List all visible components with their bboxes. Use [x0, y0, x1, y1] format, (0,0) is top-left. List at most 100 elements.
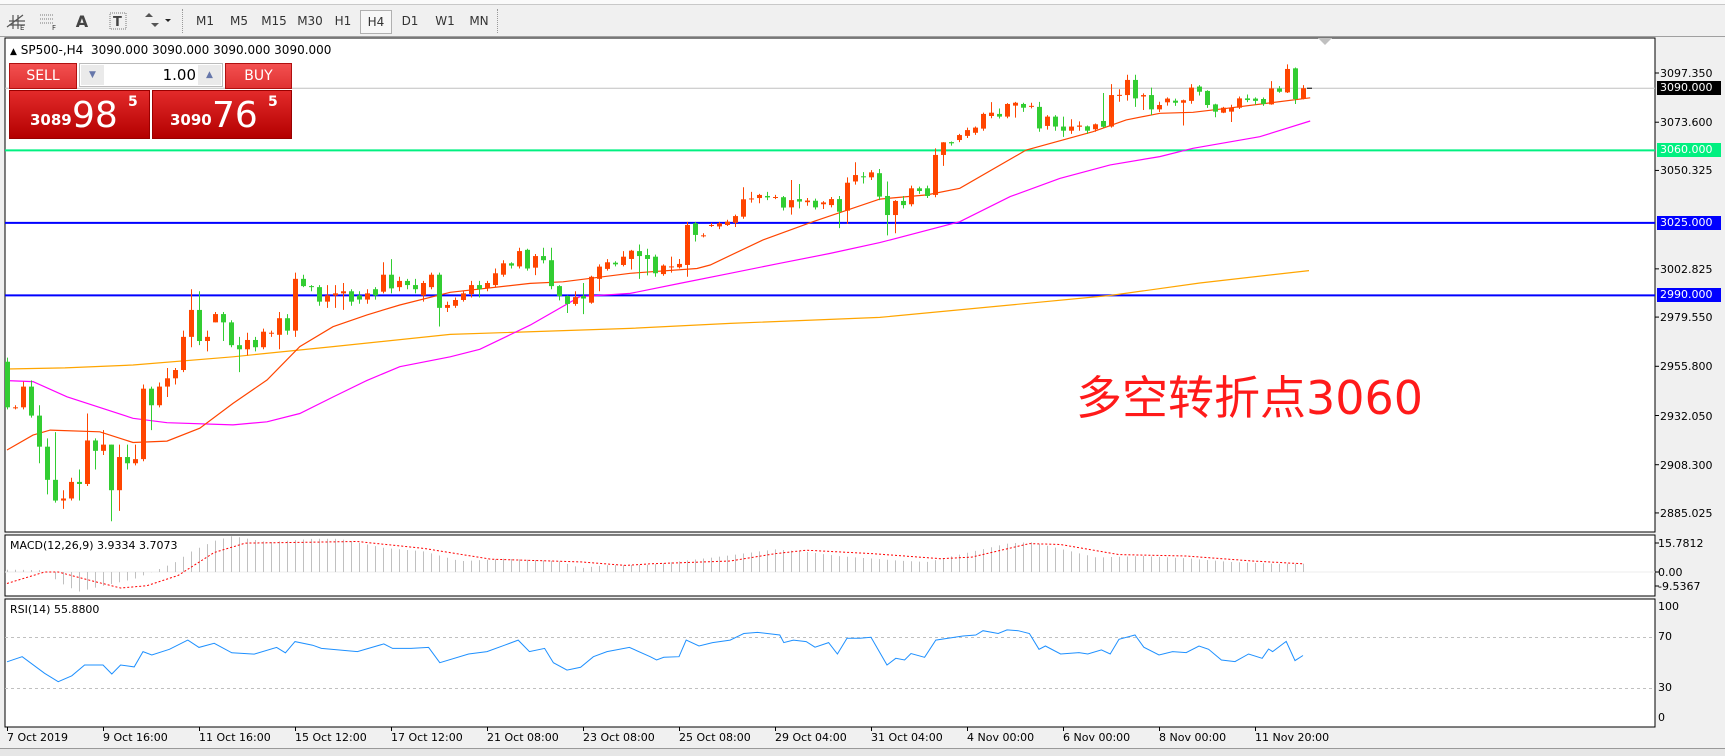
- candle-body: [1037, 106, 1042, 129]
- time-axis-label: 25 Oct 08:00: [679, 731, 751, 744]
- candle-body: [189, 309, 194, 337]
- candle-body: [229, 322, 234, 346]
- candle-body: [469, 285, 474, 294]
- candle: [341, 282, 346, 310]
- candle-body: [781, 197, 786, 208]
- timeframe-d1[interactable]: D1: [401, 14, 419, 28]
- candle: [77, 469, 82, 501]
- price-axis-label: 2932.050: [1660, 409, 1713, 423]
- candle-body: [373, 289, 378, 296]
- candle-body: [1173, 100, 1178, 103]
- timeframe-h1[interactable]: H1: [334, 14, 352, 28]
- candle: [837, 195, 842, 229]
- candle: [1109, 84, 1114, 128]
- candle: [181, 330, 186, 373]
- candle: [645, 248, 650, 276]
- timeframe-m15[interactable]: M15: [261, 14, 287, 28]
- candle: [1053, 115, 1058, 131]
- fibonacci-grid-icon[interactable]: F: [34, 9, 62, 33]
- time-axis-label: 15 Oct 12:00: [295, 731, 367, 744]
- candle: [221, 312, 226, 342]
- candle-body: [1205, 90, 1210, 106]
- rsi-line: [6, 629, 1304, 683]
- candle-body: [677, 263, 682, 268]
- candle: [333, 285, 338, 308]
- timeframe-m5[interactable]: M5: [230, 14, 248, 28]
- candle: [797, 183, 802, 209]
- candle-body: [1165, 98, 1170, 103]
- candle: [621, 251, 626, 267]
- text-icon[interactable]: A: [75, 11, 89, 31]
- candle: [53, 432, 58, 503]
- candle-body: [1125, 79, 1130, 96]
- candle: [261, 328, 266, 350]
- candle: [1285, 64, 1290, 93]
- candle: [85, 413, 90, 487]
- candle-body: [421, 282, 426, 296]
- timeframe-m1[interactable]: M1: [196, 14, 214, 28]
- candle-body: [917, 188, 922, 192]
- candle-body: [613, 262, 618, 265]
- candle-body: [77, 481, 82, 484]
- candle-body: [557, 286, 562, 297]
- macd-axis-label: 15.7812: [1658, 537, 1704, 550]
- candle-body: [1261, 99, 1266, 104]
- candle-body: [797, 199, 802, 202]
- text-label-icon[interactable]: T: [104, 9, 132, 33]
- timeframe-mn[interactable]: MN: [469, 14, 489, 28]
- lot-decrease-icon[interactable]: ▼: [81, 65, 104, 85]
- candle-body: [701, 235, 706, 237]
- candle: [229, 320, 234, 348]
- candle-body: [429, 274, 434, 288]
- chart-toolbar: E F A T M1 M5 M15 M30 H1 H4 D1 W1 MN: [0, 4, 1725, 37]
- lot-size-stepper[interactable]: ▼ 1.00 ▲: [79, 63, 223, 87]
- lot-increase-icon[interactable]: ▲: [198, 65, 221, 85]
- candle: [613, 261, 618, 267]
- rsi-axis-label: 30: [1658, 681, 1672, 694]
- candle-body: [685, 224, 690, 265]
- sell-price-button[interactable]: 3089 98 5: [9, 90, 150, 139]
- timeframe-h4[interactable]: H4: [360, 10, 392, 34]
- candle-body: [813, 200, 818, 208]
- sell-button[interactable]: SELL: [9, 63, 77, 89]
- buy-button[interactable]: BUY: [225, 63, 292, 89]
- candle-body: [525, 249, 530, 269]
- candle: [61, 490, 66, 509]
- candle: [821, 201, 826, 210]
- time-axis-label: 7 Oct 2019: [7, 731, 69, 744]
- arrows-dropdown-icon[interactable]: [140, 9, 176, 33]
- slow-ma-line: [6, 270, 1310, 370]
- candle: [325, 285, 330, 308]
- candle-body: [1253, 98, 1258, 101]
- candle-body: [853, 175, 858, 182]
- candle-body: [885, 195, 890, 216]
- lot-size-input[interactable]: 1.00: [162, 66, 196, 84]
- candle: [749, 191, 754, 203]
- sell-price-pips: 98: [72, 95, 118, 136]
- candle: [965, 127, 970, 138]
- candle-body: [261, 331, 266, 348]
- candle: [1237, 96, 1242, 109]
- buy-price-button[interactable]: 3090 76 5: [152, 90, 292, 139]
- candle: [213, 312, 218, 323]
- buy-price-pips: 76: [212, 95, 258, 136]
- candle-body: [541, 256, 546, 261]
- chart-shift-marker-icon: [1318, 38, 1332, 45]
- candle: [1301, 85, 1306, 100]
- fibonacci-expansion-icon[interactable]: E: [2, 9, 30, 33]
- candle-body: [653, 256, 658, 274]
- candle: [1093, 123, 1098, 132]
- time-axis-label: 31 Oct 04:00: [871, 731, 943, 744]
- candle-body: [901, 200, 906, 206]
- time-axis-label: 29 Oct 04:00: [775, 731, 847, 744]
- timeframe-m30[interactable]: M30: [297, 14, 323, 28]
- candle: [973, 126, 978, 135]
- candle: [677, 258, 682, 269]
- timeframe-w1[interactable]: W1: [435, 14, 455, 28]
- macd-panel: [4, 534, 1656, 597]
- candle-body: [1141, 95, 1146, 97]
- candle: [1157, 101, 1162, 113]
- collapse-triangle-icon[interactable]: ▲: [10, 47, 17, 57]
- chart-annotation[interactable]: 多空转折点3060: [1076, 371, 1424, 425]
- candle: [1141, 93, 1146, 110]
